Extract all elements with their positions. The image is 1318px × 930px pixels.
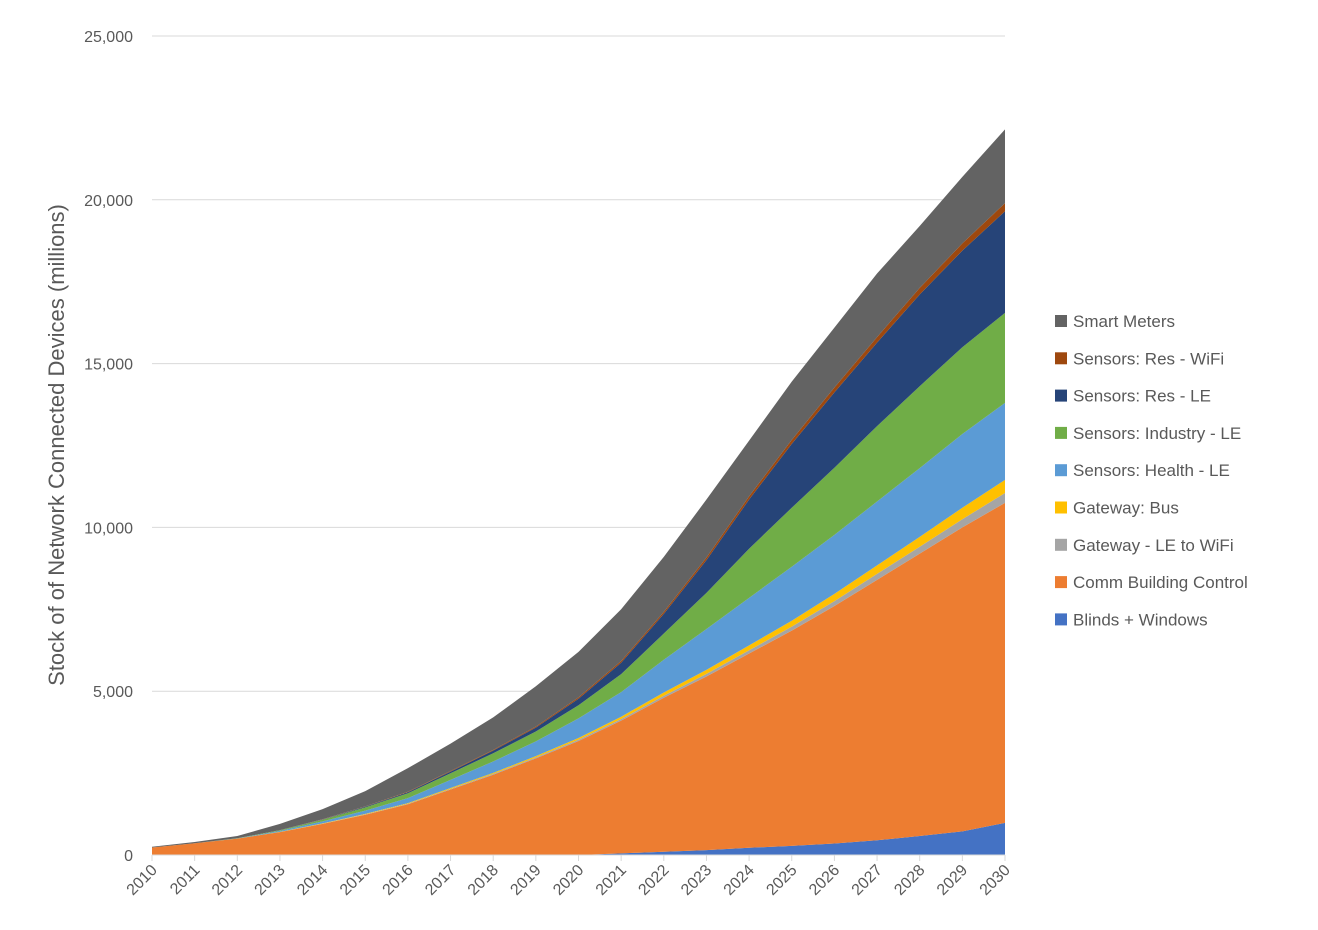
series-areas [152, 129, 1005, 855]
y-axis-title: Stock of of Network Connected Devices (m… [44, 204, 69, 686]
y-tick-label: 20,000 [84, 193, 133, 210]
legend-swatch [1055, 613, 1067, 626]
legend-label: Sensors: Health - LE [1073, 461, 1230, 480]
legend-swatch [1055, 352, 1067, 365]
legend-label: Smart Meters [1073, 312, 1175, 331]
legend: Smart Meters Sensors: Res - WiFi Sensors: … [1055, 312, 1248, 629]
y-tick-label: 5,000 [93, 684, 133, 701]
legend-swatch [1055, 538, 1067, 551]
x-tick-label: 2029 [934, 862, 971, 899]
x-tick-label: 2014 [294, 862, 331, 899]
legend-label: Gateway: Bus [1073, 499, 1179, 518]
x-tick-label: 2022 [635, 862, 672, 899]
x-tick-label: 2017 [422, 862, 459, 899]
legend-label: Blinds + Windows [1073, 610, 1208, 629]
y-tick-label: 15,000 [84, 357, 133, 374]
legend-label: Sensors: Res - WiFi [1073, 349, 1224, 368]
legend-swatch [1055, 464, 1067, 477]
area-comm-building-control [152, 502, 1005, 855]
x-tick-label: 2024 [721, 862, 758, 899]
x-tick-label: 2025 [763, 862, 800, 899]
x-tick-label: 2020 [550, 862, 587, 899]
legend-swatch [1055, 501, 1067, 514]
x-tick-label: 2011 [167, 862, 203, 898]
legend-label: Sensors: Industry - LE [1073, 424, 1241, 443]
x-tick-label: 2028 [891, 862, 928, 899]
area-blinds-windows [152, 822, 1005, 855]
y-tick-label: 10,000 [84, 520, 133, 537]
x-tick-label: 2021 [593, 862, 630, 899]
x-tick-label: 2015 [337, 862, 374, 899]
legend-label: Gateway - LE to WiFi [1073, 536, 1234, 555]
legend-swatch [1055, 389, 1067, 402]
x-tick-label: 2013 [252, 862, 289, 899]
x-tick-label: 2019 [507, 862, 544, 899]
legend-label: Sensors: Res - LE [1073, 387, 1211, 406]
y-tick-label: 25,000 [84, 29, 133, 46]
x-tick-label: 2012 [209, 862, 246, 899]
x-tick-label: 2018 [465, 862, 502, 899]
legend-label: Comm Building Control [1073, 573, 1248, 592]
legend-swatch [1055, 426, 1067, 439]
legend-swatch [1055, 576, 1067, 589]
legend-swatch [1055, 315, 1067, 327]
x-tick-label: 2010 [124, 862, 161, 899]
x-tick-label: 2023 [678, 862, 715, 899]
x-tick-label: 2027 [849, 862, 886, 899]
x-tick-label: 2016 [380, 862, 417, 899]
x-tick-label: 2030 [977, 862, 1014, 899]
y-tick-label: 0 [124, 848, 133, 865]
x-tick-label: 2026 [806, 862, 843, 899]
